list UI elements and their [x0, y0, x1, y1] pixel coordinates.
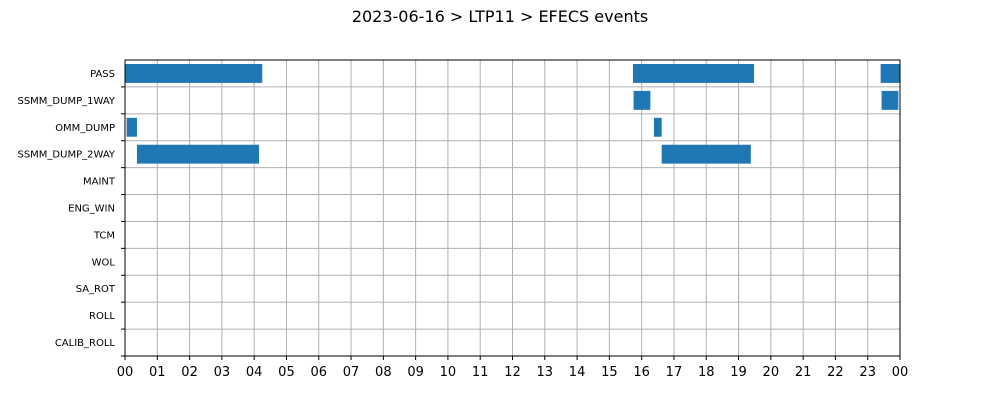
x-tick-label: 12 — [504, 365, 521, 380]
event-bar-pass — [632, 64, 755, 83]
x-tick-label: 10 — [440, 365, 457, 380]
x-tick-label: 20 — [763, 365, 780, 380]
chart-title: 2023-06-16 > LTP11 > EFECS events — [352, 7, 648, 26]
x-tick-label: 05 — [278, 365, 295, 380]
x-tick-label: 22 — [827, 365, 844, 380]
event-bar-omm-dump — [126, 117, 137, 137]
x-tick-label: 07 — [343, 365, 360, 380]
x-tick-label: 03 — [214, 365, 231, 380]
x-tick-label: 19 — [730, 365, 747, 380]
y-category-label: ENG_WIN — [68, 204, 115, 215]
y-category-label: SSMM_DUMP_1WAY — [17, 96, 115, 107]
event-bars — [125, 64, 900, 164]
x-tick-label: 23 — [859, 365, 876, 380]
y-category-label: PASS — [90, 69, 115, 80]
x-tick-label: 04 — [246, 365, 263, 380]
y-category-label: CALIB_ROLL — [55, 338, 116, 349]
event-bar-ssmm-dump-1way — [881, 90, 899, 110]
y-category-label: SSMM_DUMP_2WAY — [17, 150, 115, 161]
event-bar-ssmm-dump-2way — [136, 144, 260, 164]
y-category-label: TCM — [93, 230, 115, 241]
event-bar-pass — [125, 64, 263, 83]
x-tick-label: 00 — [117, 365, 134, 380]
x-tick-label: 09 — [407, 365, 424, 380]
event-bar-ssmm-dump-1way — [633, 90, 651, 110]
y-category-label: MAINT — [83, 177, 116, 188]
x-tick-label: 08 — [375, 365, 392, 380]
event-bar-omm-dump — [653, 117, 662, 137]
y-category-label: ROLL — [89, 311, 115, 322]
x-tick-label: 18 — [698, 365, 715, 380]
x-tick-label: 15 — [601, 365, 618, 380]
y-axis: PASS SSMM_DUMP_1WAY OMM_DUMP SSMM_DUMP_2WAY… — [17, 69, 125, 357]
x-tick-label: 16 — [633, 365, 650, 380]
event-bar-ssmm-dump-2way — [661, 144, 751, 164]
x-tick-label: 17 — [666, 365, 683, 380]
x-tick-label: 14 — [569, 365, 586, 380]
y-category-label: OMM_DUMP — [55, 123, 115, 134]
x-tick-label: 06 — [310, 365, 327, 380]
event-bar-pass — [880, 64, 900, 83]
x-tick-label: 21 — [795, 365, 812, 380]
y-category-label: WOL — [92, 257, 116, 268]
x-tick-label: 13 — [537, 365, 554, 380]
x-tick-label: 02 — [181, 365, 198, 380]
grid-lines — [124, 60, 901, 356]
y-category-label: SA_ROT — [76, 284, 116, 295]
x-axis: 00 01 02 03 04 05 06 07 08 09 10 11 12 13 14 15 16 17 18 19… — [117, 356, 909, 380]
x-tick-label: 01 — [149, 365, 166, 380]
x-tick-label: 00 — [892, 365, 909, 380]
x-tick-label: 11 — [472, 365, 489, 380]
